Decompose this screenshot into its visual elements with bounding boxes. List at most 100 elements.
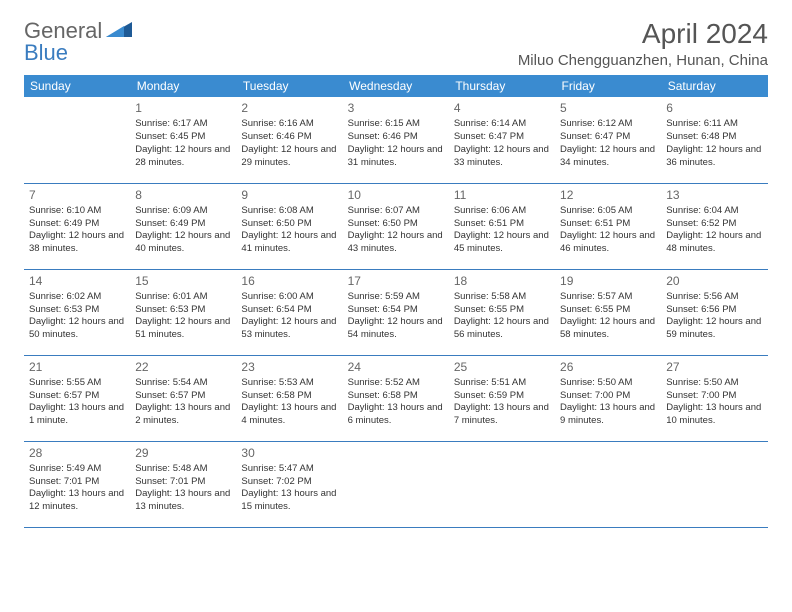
sunrise-text: Sunrise: 6:07 AM bbox=[348, 205, 444, 218]
day-number: 7 bbox=[29, 187, 125, 203]
sunrise-text: Sunrise: 5:51 AM bbox=[454, 377, 550, 390]
daylight-text: Daylight: 12 hours and 53 minutes. bbox=[241, 316, 337, 342]
sunrise-text: Sunrise: 5:50 AM bbox=[560, 377, 656, 390]
sunset-text: Sunset: 6:46 PM bbox=[241, 131, 337, 144]
sunrise-text: Sunrise: 6:17 AM bbox=[135, 118, 231, 131]
calendar-cell: 14Sunrise: 6:02 AMSunset: 6:53 PMDayligh… bbox=[24, 269, 130, 355]
day-number: 16 bbox=[241, 273, 337, 289]
day-number: 18 bbox=[454, 273, 550, 289]
calendar-cell: 28 Sunrise: 5:49 AMSunset: 7:01 PMDayligh… bbox=[24, 441, 130, 527]
sunrise-text: Sunrise: 6:12 AM bbox=[560, 118, 656, 131]
daylight-text: Daylight: 13 hours and 1 minute. bbox=[29, 402, 125, 428]
calendar-cell: 22Sunrise: 5:54 AMSunset: 6:57 PMDayligh… bbox=[130, 355, 236, 441]
calendar-cell: 11Sunrise: 6:06 AMSunset: 6:51 PMDayligh… bbox=[449, 183, 555, 269]
sunset-text: Sunset: 6:48 PM bbox=[666, 131, 762, 144]
sunrise-text: Sunrise: 6:10 AM bbox=[29, 205, 125, 218]
calendar-cell: 12Sunrise: 6:05 AMSunset: 6:51 PMDayligh… bbox=[555, 183, 661, 269]
calendar-cell: 17Sunrise: 5:59 AMSunset: 6:54 PMDayligh… bbox=[343, 269, 449, 355]
calendar-cell: 1Sunrise: 6:17 AMSunset: 6:45 PMDaylight… bbox=[130, 97, 236, 183]
sunrise-text: Sunrise: 5:52 AM bbox=[348, 377, 444, 390]
calendar-cell: 6Sunrise: 6:11 AMSunset: 6:48 PMDaylight… bbox=[661, 97, 767, 183]
calendar-cell: 3Sunrise: 6:15 AMSunset: 6:46 PMDaylight… bbox=[343, 97, 449, 183]
weekday-sunday: Sunday bbox=[24, 75, 130, 97]
month-title: April 2024 bbox=[518, 18, 768, 50]
sunset-text: Sunset: 6:46 PM bbox=[348, 131, 444, 144]
calendar-cell: 25Sunrise: 5:51 AMSunset: 6:59 PMDayligh… bbox=[449, 355, 555, 441]
sunrise-text: Sunrise: 5:53 AM bbox=[241, 377, 337, 390]
calendar-cell: 21Sunrise: 5:55 AMSunset: 6:57 PMDayligh… bbox=[24, 355, 130, 441]
day-number: 19 bbox=[560, 273, 656, 289]
daylight-text: Daylight: 12 hours and 46 minutes. bbox=[560, 230, 656, 256]
sunrise-text: Sunrise: 6:15 AM bbox=[348, 118, 444, 131]
calendar-week-row: 14Sunrise: 6:02 AMSunset: 6:53 PMDayligh… bbox=[24, 269, 768, 355]
daylight-text: Daylight: 13 hours and 13 minutes. bbox=[135, 488, 231, 514]
calendar-cell: 16Sunrise: 6:00 AMSunset: 6:54 PMDayligh… bbox=[236, 269, 342, 355]
calendar-cell: 5Sunrise: 6:12 AMSunset: 6:47 PMDaylight… bbox=[555, 97, 661, 183]
daylight-text: Daylight: 13 hours and 2 minutes. bbox=[135, 402, 231, 428]
calendar-table: Sunday Monday Tuesday Wednesday Thursday… bbox=[24, 75, 768, 528]
calendar-cell bbox=[555, 441, 661, 527]
daylight-text: Daylight: 12 hours and 38 minutes. bbox=[29, 230, 125, 256]
daylight-text: Daylight: 12 hours and 40 minutes. bbox=[135, 230, 231, 256]
calendar-week-row: 1Sunrise: 6:17 AMSunset: 6:45 PMDaylight… bbox=[24, 97, 768, 183]
calendar-cell: 19Sunrise: 5:57 AMSunset: 6:55 PMDayligh… bbox=[555, 269, 661, 355]
daylight-text: Daylight: 13 hours and 4 minutes. bbox=[241, 402, 337, 428]
calendar-body: 1Sunrise: 6:17 AMSunset: 6:45 PMDaylight… bbox=[24, 97, 768, 527]
day-number: 17 bbox=[348, 273, 444, 289]
daylight-text: Daylight: 12 hours and 41 minutes. bbox=[241, 230, 337, 256]
calendar-cell: 9Sunrise: 6:08 AMSunset: 6:50 PMDaylight… bbox=[236, 183, 342, 269]
sunrise-text: Sunrise: 6:11 AM bbox=[666, 118, 762, 131]
calendar-week-row: 28Sunrise: 5:49 AMSunset: 7:01 PMDayligh… bbox=[24, 441, 768, 527]
sunset-text: Sunset: 7:01 PM bbox=[29, 476, 125, 489]
daylight-text: Daylight: 12 hours and 51 minutes. bbox=[135, 316, 231, 342]
calendar-cell: 24Sunrise: 5:52 AMSunset: 6:58 PMDayligh… bbox=[343, 355, 449, 441]
calendar-cell: 8Sunrise: 6:09 AMSunset: 6:49 PMDaylight… bbox=[130, 183, 236, 269]
daylight-text: Daylight: 13 hours and 7 minutes. bbox=[454, 402, 550, 428]
daylight-text: Daylight: 12 hours and 43 minutes. bbox=[348, 230, 444, 256]
logo-blue-text: Blue bbox=[24, 40, 68, 66]
sunset-text: Sunset: 7:00 PM bbox=[666, 390, 762, 403]
day-number: 2 bbox=[241, 100, 337, 116]
sunrise-text: Sunrise: 5:49 AM bbox=[29, 463, 125, 476]
daylight-text: Daylight: 13 hours and 10 minutes. bbox=[666, 402, 762, 428]
day-number: 23 bbox=[241, 359, 337, 375]
sunset-text: Sunset: 6:49 PM bbox=[29, 218, 125, 231]
weekday-header-row: Sunday Monday Tuesday Wednesday Thursday… bbox=[24, 75, 768, 97]
sunset-text: Sunset: 6:50 PM bbox=[348, 218, 444, 231]
sunset-text: Sunset: 6:58 PM bbox=[241, 390, 337, 403]
day-number: 28 bbox=[29, 445, 125, 461]
day-number: 25 bbox=[454, 359, 550, 375]
sunset-text: Sunset: 6:56 PM bbox=[666, 304, 762, 317]
daylight-text: Daylight: 13 hours and 9 minutes. bbox=[560, 402, 656, 428]
sunrise-text: Sunrise: 5:57 AM bbox=[560, 291, 656, 304]
sunrise-text: Sunrise: 5:54 AM bbox=[135, 377, 231, 390]
daylight-text: Daylight: 12 hours and 34 minutes. bbox=[560, 144, 656, 170]
weekday-saturday: Saturday bbox=[661, 75, 767, 97]
daylight-text: Daylight: 13 hours and 12 minutes. bbox=[29, 488, 125, 514]
sunrise-text: Sunrise: 6:02 AM bbox=[29, 291, 125, 304]
day-number: 30 bbox=[241, 445, 337, 461]
sunset-text: Sunset: 6:50 PM bbox=[241, 218, 337, 231]
sunset-text: Sunset: 6:53 PM bbox=[29, 304, 125, 317]
sunrise-text: Sunrise: 5:47 AM bbox=[241, 463, 337, 476]
calendar-cell bbox=[343, 441, 449, 527]
sunrise-text: Sunrise: 5:50 AM bbox=[666, 377, 762, 390]
daylight-text: Daylight: 12 hours and 45 minutes. bbox=[454, 230, 550, 256]
day-number: 8 bbox=[135, 187, 231, 203]
day-number: 29 bbox=[135, 445, 231, 461]
day-number: 21 bbox=[29, 359, 125, 375]
day-number: 27 bbox=[666, 359, 762, 375]
sunset-text: Sunset: 6:47 PM bbox=[560, 131, 656, 144]
sunset-text: Sunset: 6:54 PM bbox=[241, 304, 337, 317]
sunrise-text: Sunrise: 5:48 AM bbox=[135, 463, 231, 476]
day-number: 11 bbox=[454, 187, 550, 203]
daylight-text: Daylight: 12 hours and 36 minutes. bbox=[666, 144, 762, 170]
sunrise-text: Sunrise: 6:06 AM bbox=[454, 205, 550, 218]
day-number: 1 bbox=[135, 100, 231, 116]
calendar-cell: 15Sunrise: 6:01 AMSunset: 6:53 PMDayligh… bbox=[130, 269, 236, 355]
sunset-text: Sunset: 6:54 PM bbox=[348, 304, 444, 317]
sunset-text: Sunset: 6:58 PM bbox=[348, 390, 444, 403]
sunset-text: Sunset: 6:57 PM bbox=[29, 390, 125, 403]
daylight-text: Daylight: 13 hours and 6 minutes. bbox=[348, 402, 444, 428]
calendar-cell: 20Sunrise: 5:56 AMSunset: 6:56 PMDayligh… bbox=[661, 269, 767, 355]
